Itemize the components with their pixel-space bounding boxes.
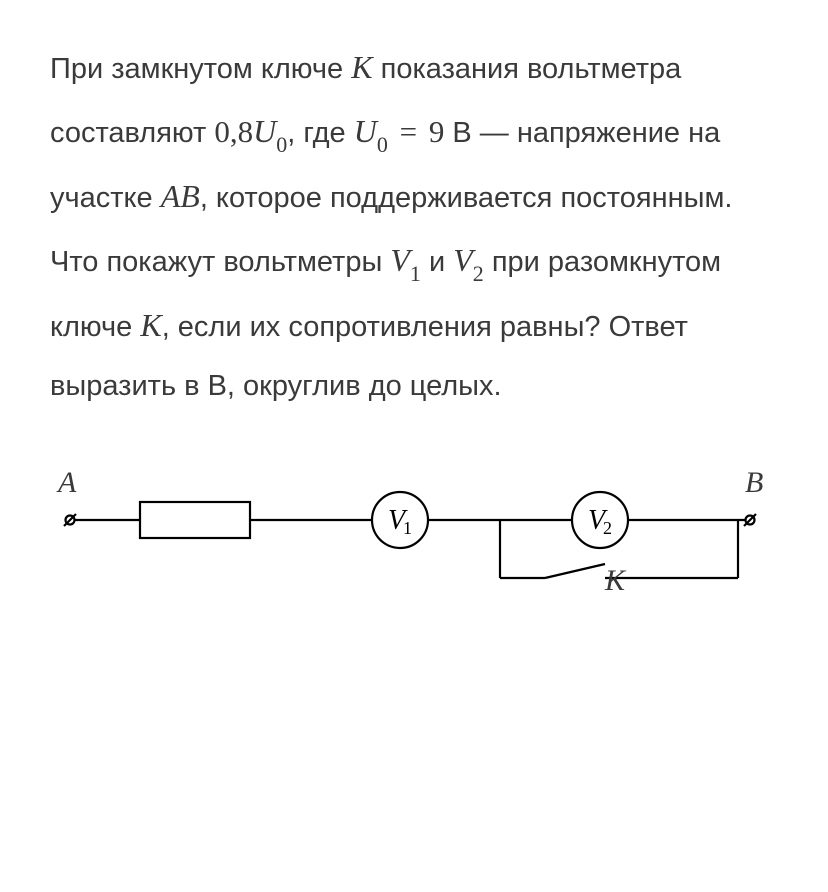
sub-0-2: 0 [377, 132, 388, 157]
num-08: 0,8 [214, 114, 253, 149]
var-V-2: V [453, 242, 473, 278]
label-A: A [58, 466, 76, 500]
text-6: и [421, 246, 453, 278]
label-K: K [605, 564, 625, 598]
eq-op: = [392, 114, 425, 149]
sub-1: 1 [410, 261, 421, 286]
sub-0-1: 0 [276, 132, 287, 157]
var-K-1: K [351, 49, 372, 85]
resistor-icon [140, 502, 250, 538]
label-B: B [745, 466, 763, 500]
var-U-1: U [253, 113, 276, 149]
var-AB: AB [161, 178, 200, 214]
var-K-2: K [140, 307, 161, 343]
var-V-1: V [390, 242, 410, 278]
sub-2: 2 [473, 261, 484, 286]
circuit-diagram: A B K [50, 460, 770, 620]
circuit-svg: V1 V2 [50, 460, 770, 620]
var-U-2: U [354, 113, 377, 149]
text-1: При замкнутом ключе [50, 53, 351, 85]
eq-unit: В [444, 117, 471, 149]
problem-text: При замкнутом ключе K показания вольтмет… [50, 35, 778, 415]
text-3: , где [287, 117, 354, 149]
eq-rhs: 9 [429, 114, 445, 149]
switch-blade-icon [545, 564, 605, 578]
